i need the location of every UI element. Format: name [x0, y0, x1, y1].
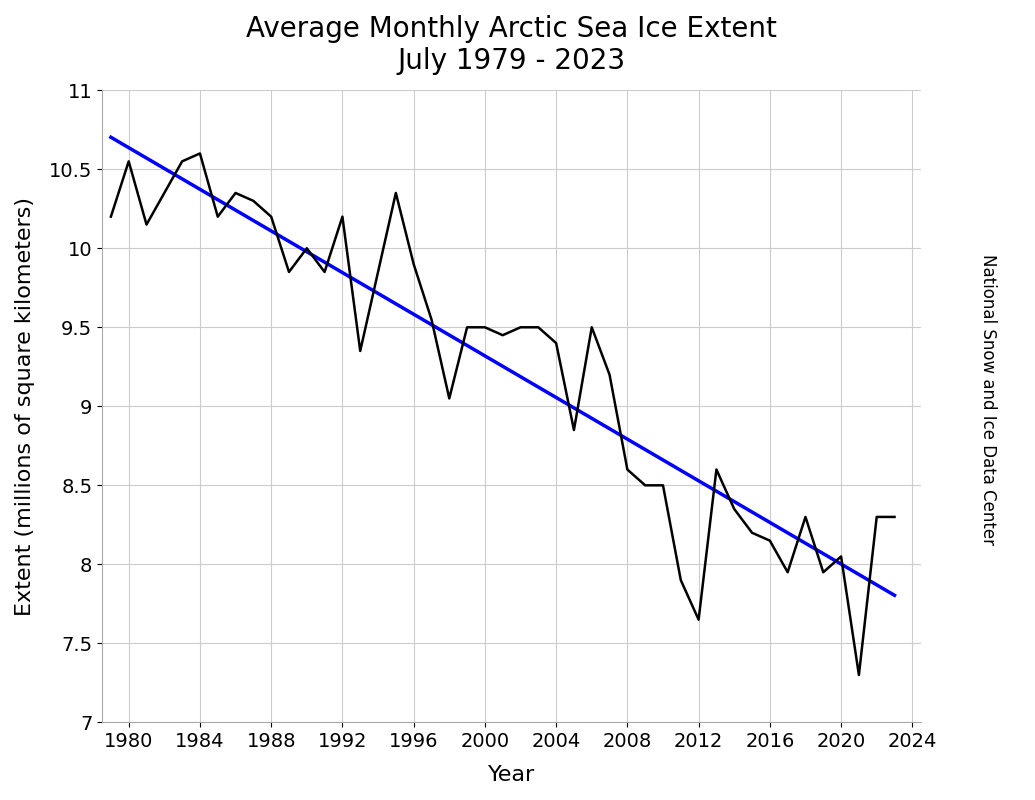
Title: Average Monthly Arctic Sea Ice Extent
July 1979 - 2023: Average Monthly Arctic Sea Ice Extent Ju…	[246, 15, 777, 75]
X-axis label: Year: Year	[487, 765, 535, 785]
Y-axis label: Extent (millions of square kilometers): Extent (millions of square kilometers)	[14, 197, 35, 616]
Text: National Snow and Ice Data Center: National Snow and Ice Data Center	[979, 254, 998, 546]
